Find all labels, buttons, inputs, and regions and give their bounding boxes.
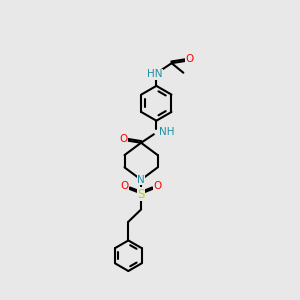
Text: S: S	[137, 188, 145, 201]
Text: O: O	[120, 181, 128, 191]
Text: N: N	[137, 175, 145, 185]
Text: O: O	[185, 54, 194, 64]
Text: NH: NH	[159, 127, 175, 137]
Text: O: O	[119, 134, 128, 144]
Text: HN: HN	[147, 69, 163, 79]
Text: O: O	[154, 181, 162, 191]
